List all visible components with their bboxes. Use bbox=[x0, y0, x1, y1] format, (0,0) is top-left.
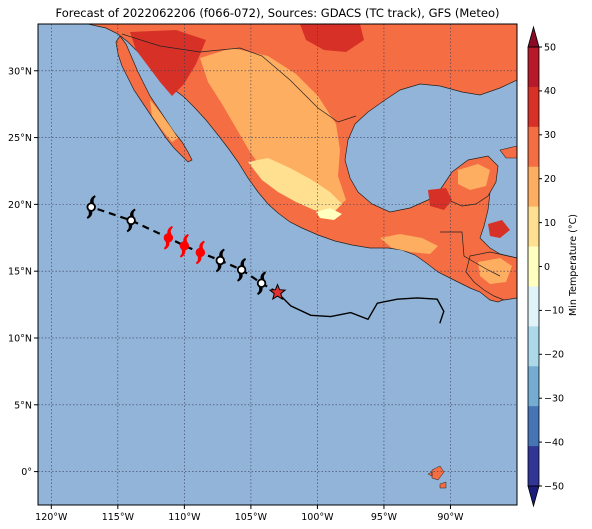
colorbar-max-extension bbox=[527, 25, 540, 48]
tropical-storm-icon bbox=[126, 208, 136, 233]
colorbar-tick-label: −40 bbox=[544, 437, 564, 448]
baja-cool-region bbox=[150, 100, 178, 142]
colorbar-tick-label: 30 bbox=[544, 130, 556, 141]
colorbar-tick-label: −20 bbox=[544, 350, 564, 361]
hurricane-icon bbox=[179, 233, 190, 258]
lat-tick-label: 0° bbox=[21, 467, 32, 478]
colorbar-segment bbox=[528, 246, 539, 287]
lat-tick-label: 5°N bbox=[14, 400, 32, 411]
colorbar-segment bbox=[528, 326, 539, 367]
colorbar-segment bbox=[528, 406, 539, 447]
lat-tick-label: 20°N bbox=[8, 200, 32, 211]
lon-tick-label: 105°W bbox=[235, 512, 268, 523]
colorbar-tick-label: 50 bbox=[544, 42, 556, 53]
colorbar-tick-label: 20 bbox=[544, 174, 556, 185]
cuba-land bbox=[499, 145, 517, 159]
storm-track-layer bbox=[86, 195, 445, 324]
lon-tick-label: 90°W bbox=[437, 512, 464, 523]
colorbar-label: Min Temperature (°C) bbox=[568, 214, 579, 316]
colorbar-tick-label: 40 bbox=[544, 86, 556, 97]
yucatan-hot-region bbox=[488, 220, 510, 238]
colorbar-tick-label: 0 bbox=[544, 262, 550, 273]
colorbar-min-extension bbox=[527, 485, 540, 508]
us-mexico-border bbox=[121, 33, 357, 123]
yucatan-cool-region bbox=[458, 164, 490, 190]
colorbar-tick-label: −30 bbox=[544, 394, 564, 405]
colorbar-segment bbox=[528, 286, 539, 327]
tropical-storm-icon bbox=[215, 248, 225, 273]
colorbar-segment bbox=[528, 126, 539, 168]
texas-hot-region bbox=[300, 24, 364, 52]
longitude-ticks: 120°W 115°W 110°W 105°W 100°W 95°W 90°W bbox=[35, 505, 464, 523]
latitude-ticks: 0° 5°N 10°N 15°N 20°N 25°N 30°N bbox=[8, 66, 38, 478]
guatemala-border bbox=[440, 231, 501, 277]
map-gridlines bbox=[38, 24, 517, 505]
plateau-region-orange bbox=[200, 48, 346, 214]
colorbar-segment bbox=[528, 206, 539, 247]
colorbar-segment bbox=[528, 86, 539, 128]
lon-tick-label: 120°W bbox=[35, 512, 68, 523]
colorbar-tick-label: 10 bbox=[544, 218, 556, 229]
land-layer bbox=[87, 24, 517, 489]
colorbar-segment bbox=[528, 166, 539, 207]
colorbar-segment bbox=[528, 47, 539, 88]
lat-tick-label: 30°N bbox=[8, 66, 32, 77]
lon-tick-label: 95°W bbox=[371, 512, 398, 523]
lat-tick-label: 25°N bbox=[8, 133, 32, 144]
tropical-storm-icon bbox=[86, 195, 96, 219]
colorbar-tick-label: −50 bbox=[544, 481, 564, 492]
central-america-cool-region bbox=[478, 258, 512, 284]
current-position-star-icon bbox=[268, 283, 287, 301]
tropical-storm-icon bbox=[236, 258, 247, 282]
colorbar-segment bbox=[528, 366, 539, 407]
map-frame bbox=[37, 23, 518, 506]
plateau-region-yellow bbox=[248, 158, 342, 214]
lon-tick-label: 115°W bbox=[102, 512, 135, 523]
south-coast-cool-region bbox=[380, 234, 438, 254]
lat-tick-label: 10°N bbox=[8, 333, 32, 344]
colorbar-tick-label: −10 bbox=[544, 306, 564, 317]
lon-tick-label: 110°W bbox=[168, 512, 201, 523]
past-track-line bbox=[277, 292, 445, 324]
map-title: Forecast of 2022062206 (f066-072), Sourc… bbox=[55, 6, 500, 20]
sonora-hot-region bbox=[130, 30, 206, 96]
highland-region-white bbox=[316, 208, 342, 220]
lat-tick-label: 15°N bbox=[8, 267, 32, 278]
hurricane-icon bbox=[163, 225, 174, 250]
colorbar: 50 40 30 20 10 0 −10 −20 −30 −40 −50 bbox=[527, 25, 564, 508]
lon-tick-label: 100°W bbox=[301, 512, 334, 523]
hurricane-icon bbox=[195, 240, 206, 265]
tropical-storm-icon bbox=[256, 271, 267, 296]
colorbar-segment bbox=[528, 446, 539, 487]
